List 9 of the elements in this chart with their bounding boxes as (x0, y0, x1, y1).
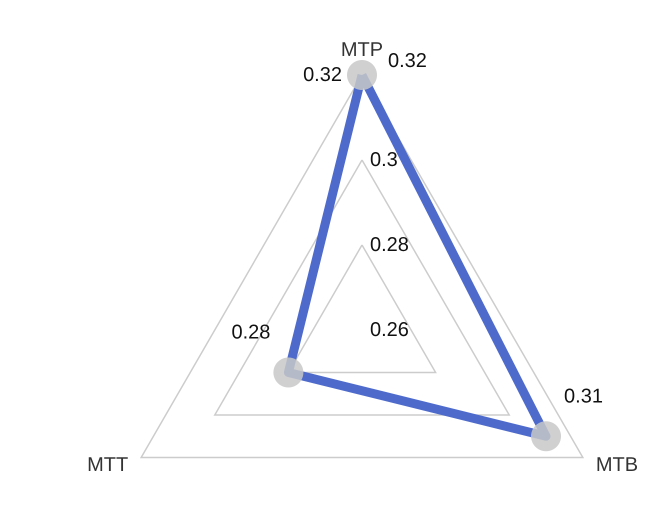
spoke-label: MTP (340, 39, 384, 61)
y-tick-label: 0.28 (370, 234, 409, 256)
data-label: 0.31 (564, 385, 603, 408)
y-tick-label: 0.3 (370, 149, 398, 171)
data-label: 0.32 (388, 50, 427, 72)
spoke-label: MTB (596, 454, 638, 476)
y-tick-label: 0.26 (370, 319, 409, 341)
data-label: 0.28 (231, 322, 270, 344)
spoke-label: MTT (87, 454, 128, 476)
